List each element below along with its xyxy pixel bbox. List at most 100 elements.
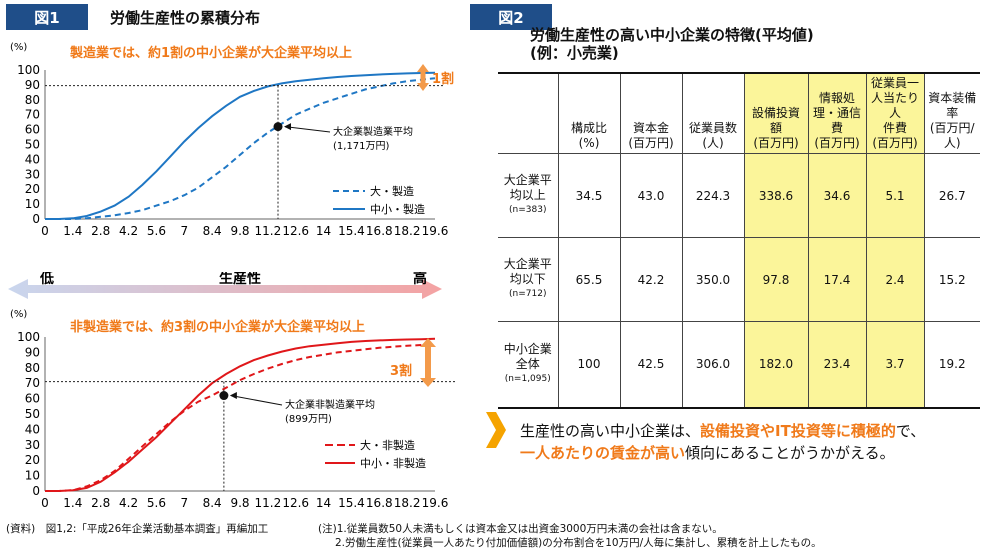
nonmfg-y-tick-label: 60 [25,392,40,406]
mfg-y-tick-label: 90 [25,78,40,92]
nonmfg-annotation-leader [230,395,283,406]
fig2-title-line1: 労働生産性の高い中小企業の特徴(平均値) [530,26,814,44]
cell-capex: 182.0 [743,321,808,409]
cell-capex: 338.6 [743,153,808,238]
mfg-x-tick-label: 16.8 [366,224,393,238]
row-label: 大企業平 均以下 (n=712) [498,237,558,322]
mfg-x-tick-label: 1.4 [63,224,82,238]
conclusion-text: 生産性の高い中小企業は、設備投資やIT投資等に積極的で、 一人あたりの賃金が高い傾… [520,422,926,462]
nonmfg-y-tick-label: 0 [32,484,40,498]
conclusion-chevron-icon [486,412,506,448]
mfg-y-unit: (%) [10,42,27,53]
fig2-badge: 図2 [470,4,552,30]
nonmfg-legend-sme-label: 中小・非製造 [360,456,426,470]
mfg-x-tick-label: 0 [41,224,49,238]
mfg-y-tick-label: 10 [25,197,40,211]
nonmfg-x-tick-label: 19.6 [422,496,449,510]
note-1: (注)1.従業員数50人未満もしくは資本金又は出資金3000万円未満の会社は含ま… [318,523,723,535]
scale-low-label: 低 [39,272,54,287]
nonmfg-x-tick-label: 15.4 [338,496,365,510]
mfg-annotation-value: (1,171万円) [333,141,390,152]
nonmfg-y-tick-label: 70 [25,376,40,390]
header-labor-cost: 従業員一 人当たり人 件費 (百万円) [865,73,924,154]
table-corner-cell [498,73,558,154]
nonmfg-x-tick-label: 1.4 [63,496,82,510]
nonmfg-y-tick-label: 90 [25,345,40,359]
nonmfg-series-large-line [45,343,436,492]
header-capital: 資本金 (百万円) [619,73,682,154]
nonmfg-series-sme-line [45,337,436,492]
mfg-x-tick-label: 4.2 [119,224,138,238]
mfg-x-tick-label: 5.6 [147,224,166,238]
nonmfg-x-tick-label: 7 [180,496,188,510]
nonmfg-x-tick-label: 8.4 [203,496,222,510]
nonmfg-y-tick-label: 30 [25,438,40,452]
nonmfg-legend-large-label: 大・非製造 [360,438,415,452]
mfg-series-sme-line [45,71,436,220]
nonmfg-x-tick-label: 11.2 [254,496,281,510]
table-row-above-average: 大企業平 均以上 (n=383) 34.5 43.0 224.3 338.6 34.… [498,153,980,238]
nonmfg-gap-arrow [420,338,436,387]
nonmfg-x-tick-label: 16.8 [366,496,393,510]
mfg-large-average-point [273,122,283,132]
header-it-cost: 情報処 理・通信費 (百万円) [807,73,866,154]
mfg-x-tick-label: 7 [180,224,188,238]
table-row-all-sme: 中小企業 全体 (n=1,095) 100 42.5 306.0 182.0 23.… [498,321,980,409]
mfg-y-tick-label: 100 [17,63,40,77]
mfg-y-tick-label: 30 [25,167,40,181]
nonmfg-x-tick-label: 12.6 [282,496,309,510]
mfg-annotation-leader [284,126,331,133]
mfg-x-tick-label: 12.6 [282,224,309,238]
nonmfg-y-tick-label: 10 [25,469,40,483]
nonmfg-y-tick-label: 20 [25,453,40,467]
mfg-gap-label: 1割 [432,71,454,87]
mfg-legend-sme-label: 中小・製造 [370,202,425,216]
nonmfg-gap-label: 3割 [390,363,412,379]
mfg-annotation-name: 大企業製造業平均 [333,125,413,138]
cell-capital: 43.0 [619,153,682,238]
cell-labor-cost: 5.1 [865,153,924,238]
mfg-x-tick-label: 18.2 [394,224,421,238]
manufacturing-cumulative-chart: (%) 製造業では、約1割の中小企業が大企業平均以上 0102030405060… [10,42,454,238]
mfg-x-tick-label: 8.4 [203,224,222,238]
cell-capital: 42.5 [619,321,682,409]
nonmfg-large-average-point [219,391,229,401]
nonmfg-x-tick-label: 14 [316,496,331,510]
nonmfg-x-tick-label: 4.2 [119,496,138,510]
cell-it-cost: 34.6 [807,153,866,238]
fig1-title: 労働生産性の累積分布 [110,9,261,27]
cell-share: 34.5 [557,153,620,238]
mfg-y-tick-label: 0 [32,212,40,226]
mfg-x-tick-label: 2.8 [91,224,110,238]
cell-employees: 224.3 [681,153,744,238]
nonmfg-x-tick-label: 18.2 [394,496,421,510]
mfg-y-tick-label: 20 [25,182,40,196]
nonmfg-y-tick-label: 40 [25,422,40,436]
productivity-scale: 低 生産性 高 [8,272,442,299]
cell-labor-cost: 3.7 [865,321,924,409]
note-2: 2.労働生産性(従業員一人あたり付加価値額)の分布割合を10万円/人毎に集計し、… [335,537,822,549]
sme-characteristics-table: 構成比 (%) 資本金 (百万円) 従業員数 (人) 設備投資額 (百万円) 情報処 理・… [498,72,980,409]
mfg-subtitle: 製造業では、約1割の中小企業が大企業平均以上 [69,45,352,61]
nonmfg-subtitle: 非製造業では、約3割の中小企業が大企業平均以上 [70,319,365,335]
mfg-y-tick-label: 60 [25,123,40,137]
nonmfg-y-tick-label: 80 [25,361,40,375]
table-row-below-average: 大企業平 均以下 (n=712) 65.5 42.2 350.0 97.8 17.4… [498,237,980,322]
scale-mid-label: 生産性 [219,272,261,287]
mfg-annotation-arrowhead [284,123,292,131]
nonmfg-x-tick-label: 2.8 [91,496,110,510]
header-capital-ratio: 資本装備率 (百万円/人) [923,73,980,154]
cell-capital: 42.2 [619,237,682,322]
nonmfg-x-tick-label: 0 [41,496,49,510]
cell-share: 100 [557,321,620,409]
nonmfg-y-unit: (%) [10,309,27,320]
mfg-x-tick-label: 14 [316,224,331,238]
productivity-scale-arrow [8,279,442,299]
header-share: 構成比 (%) [557,73,620,154]
cell-capital-ratio: 15.2 [923,237,980,322]
cell-capital-ratio: 26.7 [923,153,980,238]
mfg-series-large-line [45,77,436,220]
mfg-x-tick-label: 19.6 [422,224,449,238]
scale-high-label: 高 [413,272,427,287]
